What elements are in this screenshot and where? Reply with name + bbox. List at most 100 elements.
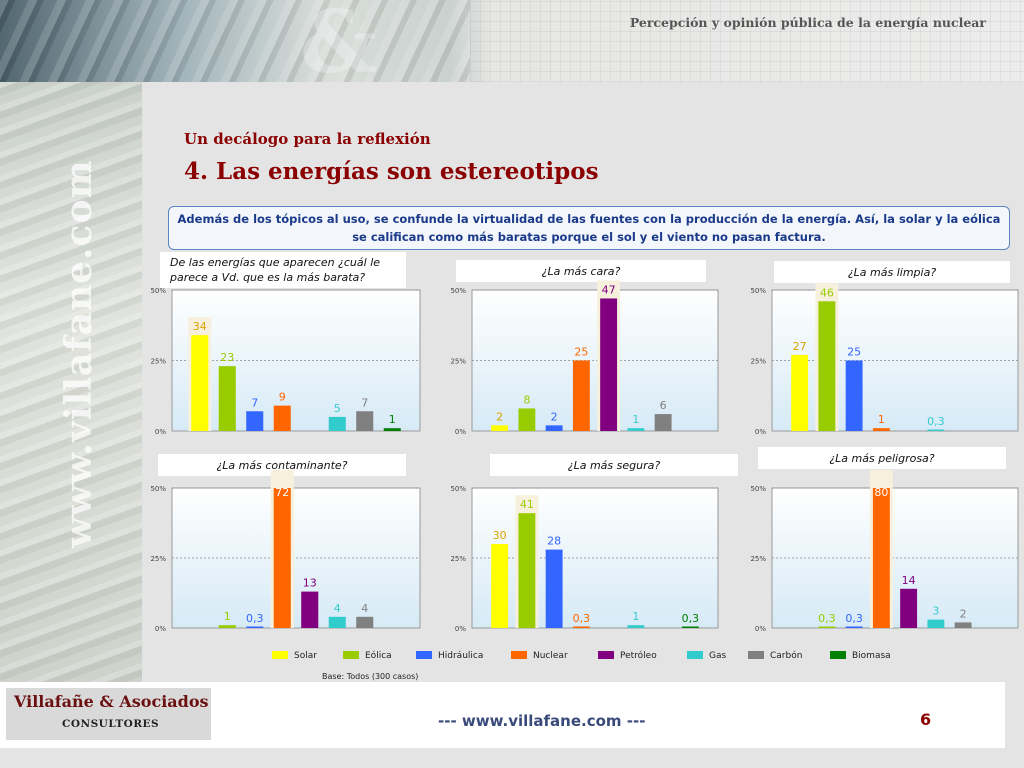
legend-swatch-petróleo — [598, 651, 614, 659]
legend: Solar Eólica Hidráulica Nuclear Petróleo Gas C… — [272, 650, 891, 661]
question-box — [456, 260, 706, 282]
value-label-biomasa: 0,3 — [682, 612, 700, 625]
y-tick-label: 25% — [150, 358, 166, 366]
legend-swatch-solar — [272, 651, 288, 659]
y-tick-label: 50% — [450, 287, 466, 295]
header-title: Percepción y opinión pública de la energ… — [629, 15, 986, 30]
value-label-solar: 27 — [793, 340, 807, 353]
question-box — [774, 261, 1010, 283]
slide-subtitle: Un decálogo para la reflexión — [184, 130, 431, 148]
question-label-line-2: parece a Vd. que es la más barata? — [169, 271, 365, 284]
y-tick-label: 25% — [450, 358, 466, 366]
value-label-eólica: 41 — [520, 498, 534, 511]
bar-eólica — [818, 626, 836, 628]
bar-hidráulica — [845, 626, 863, 628]
value-label-hidráulica: 25 — [847, 346, 861, 359]
value-label-carbón: 6 — [660, 399, 667, 412]
legend-swatch-biomasa — [830, 651, 846, 659]
question-label: ¿La más peligrosa? — [829, 452, 934, 465]
banner-logo-mark: & — [300, 0, 378, 93]
footer-url[interactable]: --- www.villafane.com --- — [438, 712, 646, 730]
y-tick-label: 50% — [750, 287, 766, 295]
bar-solar — [491, 425, 509, 431]
y-tick-label: 0% — [155, 428, 166, 436]
y-tick-label: 50% — [150, 485, 166, 493]
legend-label-biomasa: Biomasa — [852, 651, 891, 661]
value-label-petróleo: 13 — [303, 577, 317, 590]
chart-6: ¿La más peligrosa? 50% 25% 0% 0,3 0,3 80 14 3 2 — [750, 447, 1019, 633]
y-tick-label: 0% — [455, 625, 466, 633]
chart-2: ¿La más cara? 50% 25% 0% 2 8 2 25 47 1 6 — [450, 260, 719, 436]
chart-5: ¿La más segura? 50% 25% 0% 30 41 28 0,3 1 0,3 — [450, 454, 738, 633]
bar-petróleo — [900, 588, 918, 628]
value-label-carbón: 2 — [960, 607, 967, 620]
bar-nuclear — [572, 360, 590, 431]
value-label-solar: 30 — [493, 529, 507, 542]
bar-carbón — [954, 622, 972, 628]
brand-name: Villafañe & Asociados — [14, 692, 209, 711]
value-label-petróleo: 14 — [902, 574, 916, 587]
value-label-gas: 5 — [334, 402, 341, 415]
side-strip — [0, 82, 142, 682]
y-tick-label: 50% — [450, 485, 466, 493]
legend-swatch-carbón — [748, 651, 764, 659]
bar-carbón — [356, 616, 374, 628]
legend-label-eólica: Eólica — [365, 650, 392, 661]
value-label-gas: 1 — [632, 610, 639, 623]
value-label-carbón: 7 — [361, 396, 368, 409]
callout-box: Además de los tópicos al uso, se confund… — [168, 206, 1010, 250]
question-label: ¿La más cara? — [542, 265, 621, 278]
legend-swatch-eólica — [343, 651, 359, 659]
bar-gas — [328, 616, 346, 628]
y-tick-label: 0% — [155, 625, 166, 633]
legend-swatch-nuclear — [511, 651, 527, 659]
value-label-eólica: 0,3 — [818, 612, 836, 625]
value-label-nuclear: 0,3 — [573, 612, 591, 625]
bar-nuclear — [872, 428, 890, 431]
value-label-nuclear: 80 — [874, 486, 888, 499]
question-label: ¿La más limpia? — [848, 266, 936, 279]
brand-subtitle: CONSULTORES — [62, 718, 160, 730]
legend-label-nuclear: Nuclear — [533, 651, 568, 661]
bar-hidráulica — [545, 549, 563, 628]
y-tick-label: 25% — [150, 555, 166, 563]
value-label-carbón: 4 — [361, 602, 368, 615]
bar-gas — [927, 429, 945, 431]
question-label-line-1: De las energías que aparecen ¿cuál le — [170, 256, 380, 269]
value-label-solar: 34 — [193, 320, 207, 333]
bar-eólica — [818, 301, 836, 431]
y-tick-label: 25% — [750, 555, 766, 563]
value-label-hidráulica: 28 — [547, 535, 561, 548]
value-label-nuclear: 9 — [279, 391, 286, 404]
bar-biomasa — [681, 626, 699, 628]
y-tick-label: 50% — [150, 287, 166, 295]
value-label-hidráulica: 0,3 — [845, 612, 863, 625]
bar-nuclear — [273, 405, 291, 431]
question-box — [160, 252, 406, 288]
value-label-gas: 0,3 — [927, 415, 945, 428]
page-number: 6 — [920, 710, 932, 729]
base-note: Base: Todos (300 casos) — [322, 672, 418, 681]
bar-eólica — [518, 408, 536, 431]
value-label-biomasa: 1 — [389, 413, 396, 426]
bar-solar — [791, 354, 809, 431]
footer-logo — [6, 688, 211, 740]
question-label: ¿La más contaminante? — [216, 459, 347, 472]
legend-label-carbón: Carbón — [770, 650, 802, 661]
slide-title: 4. Las energías son estereotipos — [184, 158, 599, 185]
value-label-petróleo: 47 — [602, 283, 616, 296]
question-box — [758, 447, 1006, 469]
banner-grid — [470, 0, 1024, 82]
value-label-eólica: 23 — [220, 351, 234, 364]
y-tick-label: 50% — [750, 485, 766, 493]
bar-carbón — [356, 411, 374, 431]
value-label-gas: 4 — [334, 602, 341, 615]
y-tick-label: 0% — [755, 428, 766, 436]
side-texture — [0, 82, 142, 682]
bar-eólica — [518, 513, 536, 628]
value-label-hidráulica: 7 — [251, 396, 258, 409]
legend-swatch-hidráulica — [416, 651, 432, 659]
chart-4: ¿La más contaminante? 50% 25% 0% 1 0,3 72 13 4 4 — [150, 454, 421, 633]
question-box — [158, 454, 406, 476]
value-label-hidráulica: 2 — [551, 410, 558, 423]
